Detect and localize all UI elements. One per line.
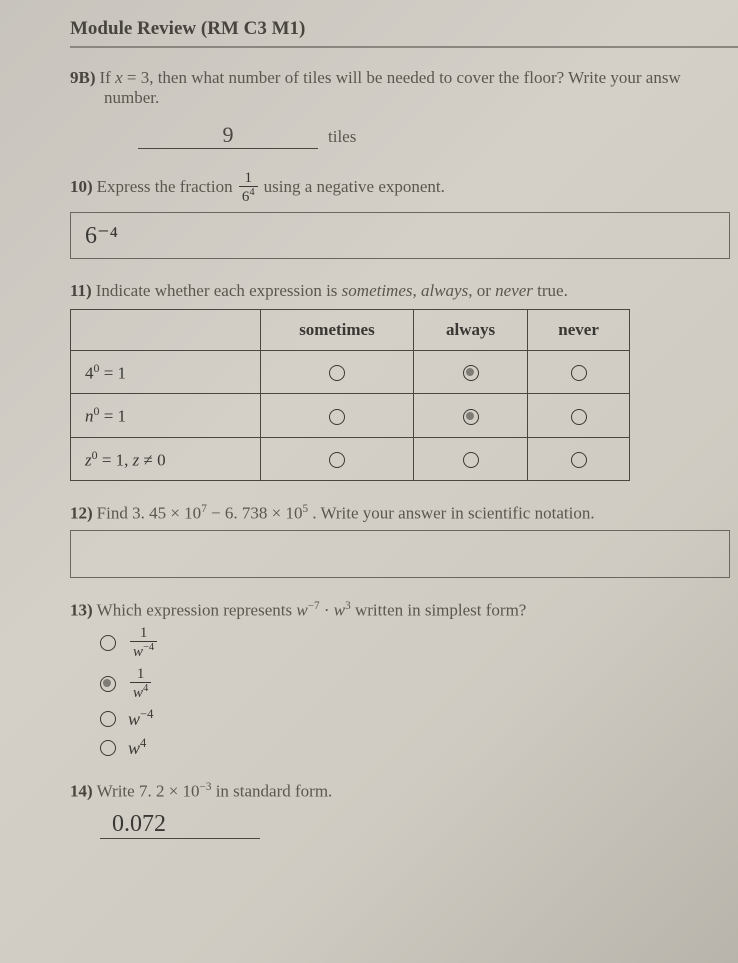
q11-r0-c0-radio[interactable] [329,365,345,381]
q11-label: 11) [70,281,92,300]
q11-w2: always [421,281,468,300]
question-10: 10) Express the fraction 1 64 using a ne… [70,171,738,259]
q13-opt2-expr: w−4 [128,707,153,730]
q10-text-b: using a negative exponent. [264,177,445,196]
q13-dot: · [320,600,334,619]
q9b-unit: tiles [328,127,356,146]
q11-text: Indicate whether each expression is [96,281,342,300]
q11-r1-c1-radio[interactable] [463,409,479,425]
q13-opt3-expr: w4 [128,736,146,759]
q13-option-3[interactable]: w4 [100,736,730,759]
q11-h1: sometimes [261,309,414,350]
q13-opt0-radio[interactable] [100,635,116,651]
q13-base1: w [296,600,307,619]
table-row: 40 = 1 [71,350,630,394]
q11-r1-c0-radio[interactable] [329,409,345,425]
q10-answer-input[interactable]: 6⁻⁴ [70,212,730,259]
q12-label: 12) [70,504,93,523]
q11-r2-expr: z0 = 1, z ≠ 0 [71,437,261,481]
question-11: 11) Indicate whether each expression is … [70,281,738,482]
q9b-label: 9B) [70,68,96,87]
q14-text-b: in standard form. [211,781,332,800]
q11-text-end: true. [533,281,568,300]
q9b-answer-input[interactable]: 9 [138,122,318,149]
q10-fraction: 1 64 [239,171,258,206]
q13-opt1-expr: 1 w4 [130,667,151,702]
q13-text-a: Which expression represents [97,600,297,619]
q11-r2-c0-radio[interactable] [329,452,345,468]
q10-frac-den: 64 [239,187,258,206]
q12-answer-input[interactable] [70,530,730,578]
page-title: Module Review (RM C3 M1) [70,18,738,40]
q9b-var: x [115,68,123,87]
q11-r0-expr: 40 = 1 [71,350,261,394]
q14-label: 14) [70,781,93,800]
q13-option-0[interactable]: 1 w−4 [100,626,730,661]
q11-table: sometimes always never 40 = 1 n0 = 1 z0 … [70,309,630,482]
q14-exp: −3 [200,781,212,793]
q12-text-a: Find 3. 45 × 10 [97,504,202,523]
q10-label: 10) [70,177,93,196]
table-row: n0 = 1 [71,394,630,438]
q11-w3: never [495,281,533,300]
question-13: 13) Which expression represents w−7 · w3… [70,600,738,759]
q14-text-a: Write 7. 2 × 10 [97,781,200,800]
q13-option-2[interactable]: w−4 [100,707,730,730]
question-9b: 9B) If x = 3, then what number of tiles … [70,68,738,149]
q10-frac-num: 1 [239,171,258,187]
q13-opt3-radio[interactable] [100,740,116,756]
q11-r0-c2-radio[interactable] [571,365,587,381]
q14-answer-row: 0.072 [70,811,730,839]
q9b-text1: If [100,68,116,87]
question-14: 14) Write 7. 2 × 10−3 in standard form. … [70,781,738,839]
q12-mid: − 6. 738 × 10 [207,504,303,523]
table-row: z0 = 1, z ≠ 0 [71,437,630,481]
q13-opt0-expr: 1 w−4 [130,626,157,661]
q11-w1: sometimes [342,281,413,300]
q11-r2-c1-radio[interactable] [463,452,479,468]
q12-text-b: . Write your answer in scientific notati… [308,504,595,523]
q11-h0 [71,309,261,350]
header-divider [70,46,738,48]
q13-opt2-radio[interactable] [100,711,116,727]
q11-h2: always [413,309,527,350]
q10-text-a: Express the fraction [97,177,237,196]
q13-e1: −7 [308,600,320,612]
q9b-answer-row: 9 tiles [110,122,730,149]
question-12: 12) Find 3. 45 × 107 − 6. 738 × 105 . Wr… [70,503,738,577]
q11-r0-c1-radio[interactable] [463,365,479,381]
q13-text-b: written in simplest form? [351,600,527,619]
table-header-row: sometimes always never [71,309,630,350]
q11-r1-expr: n0 = 1 [71,394,261,438]
q13-opt1-radio[interactable] [100,676,116,692]
q11-h3: never [528,309,630,350]
q9b-text2: number. [104,88,159,107]
q13-label: 13) [70,600,93,619]
q14-answer-input[interactable]: 0.072 [100,811,260,839]
q13-option-1[interactable]: 1 w4 [100,667,730,702]
q13-base2: w [334,600,345,619]
q11-r1-c2-radio[interactable] [571,409,587,425]
q11-r2-c2-radio[interactable] [571,452,587,468]
q9b-text-eq: = 3, then what number of tiles will be n… [123,68,681,87]
